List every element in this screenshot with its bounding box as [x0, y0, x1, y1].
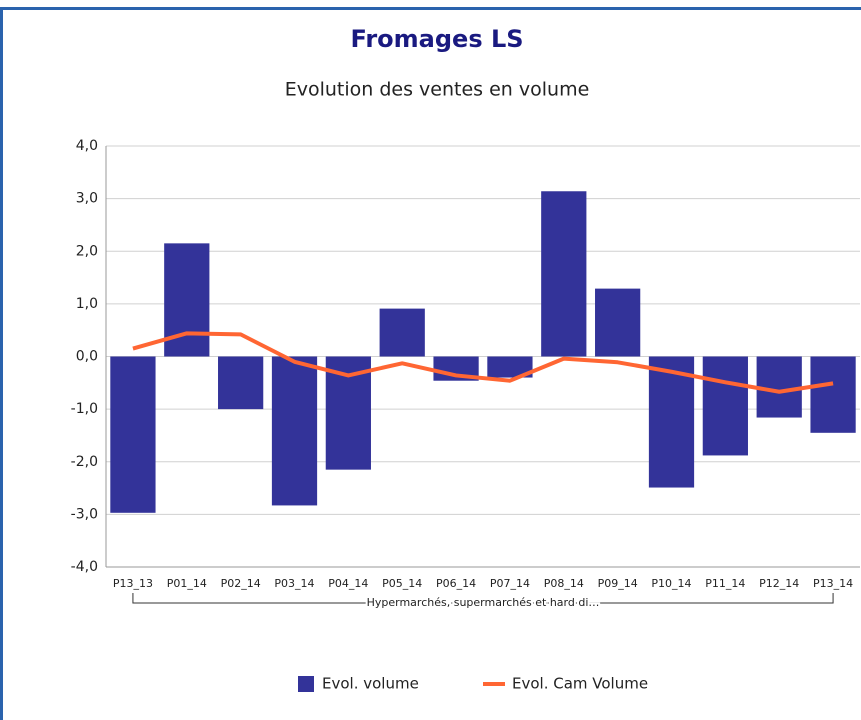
y-tick-label: 2,0 — [76, 243, 98, 259]
x-tick-label: P01_14 — [167, 577, 207, 590]
bar — [595, 288, 641, 357]
bar — [110, 356, 156, 513]
y-tick-label: 4,0 — [76, 138, 98, 154]
chart-title: Fromages LS — [350, 25, 523, 53]
legend-label: Evol. volume — [322, 675, 419, 693]
group-bracket — [132, 593, 834, 604]
x-tick-label: P04_14 — [328, 577, 368, 590]
y-tick-label: -1,0 — [71, 401, 98, 417]
x-tick-label: P07_14 — [490, 577, 530, 590]
frame — [0, 7, 861, 720]
y-tick-label: 3,0 — [76, 191, 98, 207]
bar — [756, 356, 802, 418]
bar — [487, 356, 533, 378]
x-tick-label: P05_14 — [382, 577, 422, 590]
bar — [648, 356, 695, 488]
y-tick-label: -2,0 — [71, 454, 98, 470]
bar — [379, 308, 425, 357]
x-tick-label: P10_14 — [651, 577, 691, 590]
legend-swatch — [298, 676, 314, 692]
bar — [271, 356, 318, 506]
x-tick-label: P03_14 — [274, 577, 314, 590]
x-tick-label: P12_14 — [759, 577, 799, 590]
bar — [810, 356, 856, 433]
x-tick-label: P06_14 — [436, 577, 476, 590]
bar — [702, 356, 748, 456]
y-tick-label: 1,0 — [76, 296, 98, 312]
chart-subtitle: Evolution des ventes en volume — [285, 79, 590, 101]
x-tick-label: P13_13 — [113, 577, 153, 590]
bar — [218, 356, 264, 410]
bar — [541, 191, 587, 357]
y-tick-label: 0,0 — [76, 349, 98, 365]
x-tick-label: P02_14 — [221, 577, 261, 590]
y-tick-label: -4,0 — [71, 559, 98, 575]
group-label: Hypermarchés, supermarchés et hard di… — [367, 596, 600, 609]
x-tick-label: P11_14 — [705, 577, 745, 590]
x-tick-label: P08_14 — [544, 577, 584, 590]
x-tick-label: P13_14 — [813, 577, 853, 590]
legend-label: Evol. Cam Volume — [512, 675, 648, 693]
y-tick-label: -3,0 — [71, 506, 98, 522]
line — [132, 331, 834, 394]
x-tick-label: P09_14 — [598, 577, 638, 590]
